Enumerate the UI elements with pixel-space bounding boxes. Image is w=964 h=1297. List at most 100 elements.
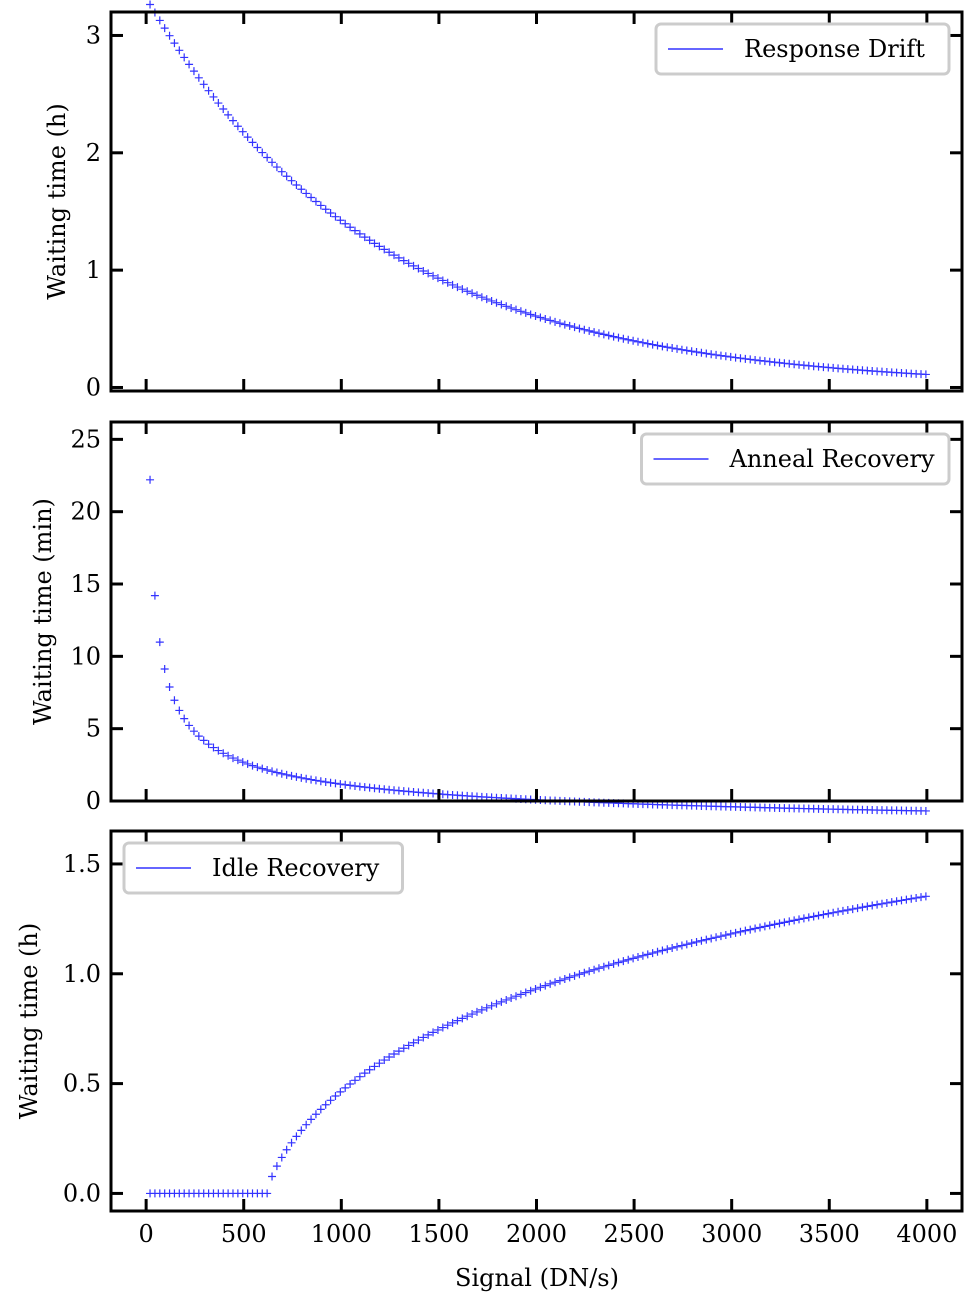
data-point bbox=[804, 913, 813, 922]
data-point bbox=[526, 310, 535, 319]
data-point bbox=[394, 1047, 403, 1056]
data-point bbox=[311, 1110, 320, 1119]
data-point bbox=[468, 289, 477, 298]
x-tick-label: 1500 bbox=[408, 1220, 469, 1248]
data-point bbox=[433, 274, 442, 283]
data-point bbox=[175, 706, 184, 715]
data-point bbox=[599, 330, 608, 339]
data-point bbox=[643, 339, 652, 348]
data-point bbox=[702, 349, 711, 358]
data-point bbox=[551, 317, 560, 326]
data-point bbox=[848, 905, 857, 914]
data-point bbox=[858, 903, 867, 912]
data-point bbox=[736, 927, 745, 936]
data-point bbox=[209, 743, 218, 752]
data-point bbox=[751, 924, 760, 933]
data-point bbox=[268, 1172, 277, 1181]
data-point bbox=[604, 331, 613, 340]
data-point bbox=[326, 209, 335, 218]
data-point bbox=[487, 1001, 496, 1010]
data-point bbox=[697, 348, 706, 357]
data-point bbox=[682, 346, 691, 355]
data-point bbox=[512, 305, 521, 314]
data-point bbox=[146, 475, 155, 484]
data-point bbox=[458, 285, 467, 294]
data-point bbox=[585, 967, 594, 976]
data-point bbox=[433, 1025, 442, 1034]
data-point bbox=[609, 332, 618, 341]
panel-anneal-recovery: 0 5 10 15 20 25 Waiting time (min) Anneal Recov… bbox=[29, 420, 964, 815]
data-point bbox=[721, 931, 730, 940]
data-point bbox=[228, 754, 237, 763]
data-point bbox=[629, 336, 638, 345]
data-point bbox=[619, 334, 628, 343]
data-point bbox=[307, 1115, 316, 1124]
data-point bbox=[258, 764, 267, 773]
data-point bbox=[448, 280, 457, 289]
data-point bbox=[394, 253, 403, 262]
data-point bbox=[209, 92, 218, 101]
data-point bbox=[272, 768, 281, 777]
data-point bbox=[326, 1096, 335, 1105]
data-point bbox=[297, 1126, 306, 1135]
data-point bbox=[638, 951, 647, 960]
data-point bbox=[277, 1153, 286, 1162]
data-point bbox=[370, 1062, 379, 1071]
data-point bbox=[907, 894, 916, 903]
data-point bbox=[487, 296, 496, 305]
data-point bbox=[238, 758, 247, 767]
data-point bbox=[346, 1080, 355, 1089]
data-point bbox=[536, 313, 545, 322]
data-point bbox=[346, 781, 355, 790]
data-point bbox=[331, 779, 340, 788]
data-point bbox=[224, 751, 233, 760]
y-tick-label: 3 bbox=[86, 21, 101, 49]
data-point bbox=[716, 932, 725, 941]
data-point bbox=[150, 591, 159, 600]
data-point bbox=[248, 761, 257, 770]
data-point bbox=[633, 337, 642, 346]
data-point bbox=[843, 905, 852, 914]
data-point bbox=[165, 31, 174, 40]
data-point bbox=[921, 806, 930, 815]
data-point bbox=[390, 251, 399, 260]
data-point bbox=[521, 308, 530, 317]
y-tick-label: 5 bbox=[86, 715, 101, 743]
data-point bbox=[282, 172, 291, 181]
legend-label: Anneal Recovery bbox=[729, 445, 935, 473]
data-point bbox=[912, 893, 921, 902]
data-point bbox=[863, 902, 872, 911]
data-point bbox=[482, 295, 491, 304]
data-point bbox=[516, 990, 525, 999]
data-point bbox=[536, 983, 545, 992]
data-point bbox=[282, 770, 291, 779]
data-point bbox=[409, 1038, 418, 1047]
data-point bbox=[429, 1028, 438, 1037]
data-point bbox=[629, 954, 638, 963]
data-point bbox=[346, 223, 355, 232]
data-point bbox=[311, 776, 320, 785]
data-point bbox=[253, 763, 262, 772]
data-point bbox=[707, 934, 716, 943]
y-tick-label: 15 bbox=[70, 570, 101, 598]
data-point bbox=[507, 303, 516, 312]
data-point bbox=[638, 338, 647, 347]
data-point bbox=[326, 778, 335, 787]
data-point bbox=[204, 86, 213, 95]
data-point bbox=[546, 979, 555, 988]
data-point bbox=[702, 935, 711, 944]
x-tick-label: 2500 bbox=[604, 1220, 665, 1248]
x-tick-label: 3500 bbox=[799, 1220, 860, 1248]
data-point bbox=[565, 321, 574, 330]
data-point bbox=[755, 923, 764, 932]
data-point bbox=[175, 46, 184, 55]
data-point bbox=[331, 1092, 340, 1100]
data-point bbox=[614, 958, 623, 967]
data-point bbox=[477, 293, 486, 302]
data-point bbox=[472, 291, 481, 300]
data-point bbox=[512, 992, 521, 1001]
data-point bbox=[873, 900, 882, 909]
data-point bbox=[321, 777, 330, 786]
data-point bbox=[877, 899, 886, 908]
